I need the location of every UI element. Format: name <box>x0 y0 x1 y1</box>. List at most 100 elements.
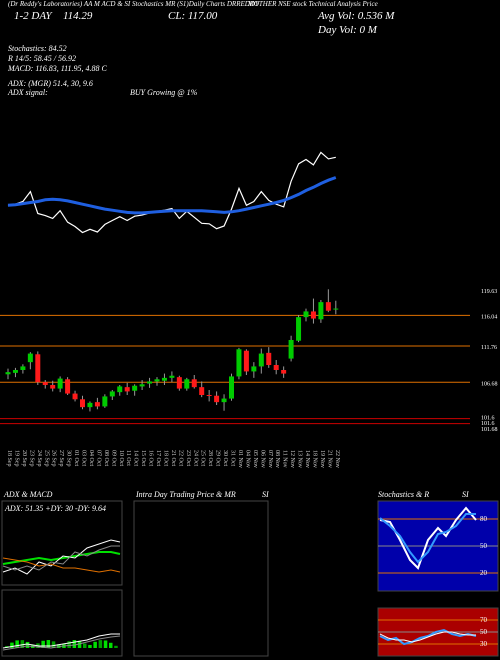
svg-text:20: 20 <box>480 569 488 577</box>
candle-body <box>266 352 272 365</box>
macd-histogram-bar <box>15 640 19 648</box>
intraday-title: Intra Day Trading Price & MR <box>136 490 236 499</box>
adx-macd-title: ADX & MACD <box>4 490 53 499</box>
header-day-vol: Day Vol: 0 M <box>318 24 377 36</box>
date-label: 31 Oct <box>230 450 236 466</box>
candle-body <box>281 370 287 374</box>
mini-panels: ADX: 51.35 +DY: 30 -DY: 9.64 80 50 20 70… <box>1 500 499 657</box>
candle-body <box>176 377 182 389</box>
candle-body <box>117 386 123 393</box>
candle-body <box>50 385 56 389</box>
upper-line-panel <box>7 151 337 234</box>
date-label: 14 Oct <box>133 450 139 466</box>
candle-body <box>42 382 48 385</box>
adx-white-line <box>2 539 121 575</box>
stochastics-line: Stochastics: 84.52 <box>8 44 67 53</box>
candle-body <box>161 377 167 381</box>
date-label: 23 Sep <box>28 450 34 467</box>
rsi-blue-line <box>379 628 477 646</box>
rsi-line: R 14/5: 58.45 / 56.92 <box>8 54 76 63</box>
candle-body <box>258 353 264 367</box>
date-label: 16 Oct <box>148 450 154 466</box>
date-label: 15 Oct <box>140 450 146 466</box>
candle-body <box>296 317 302 341</box>
price-label: 106.68 <box>481 381 498 387</box>
candle-body <box>325 302 331 311</box>
macd-histogram-bar <box>77 640 82 648</box>
candle-body <box>191 379 197 388</box>
date-label: 20 Sep <box>21 450 27 467</box>
date-label: 25 Sep <box>43 450 49 467</box>
adx-orange-line <box>2 557 121 573</box>
date-label: 07 Oct <box>95 450 101 466</box>
svg-text:50: 50 <box>480 542 488 550</box>
candle-body <box>236 349 242 377</box>
macd-histogram-bar <box>98 640 103 648</box>
date-label: 22 Nov <box>334 450 340 468</box>
macd-histogram-bar <box>10 642 14 648</box>
header-top-right: MOTHER NSE stock Technical Analysis Pric… <box>248 0 378 8</box>
candle-body <box>310 311 316 319</box>
date-label: 19 Sep <box>13 450 19 467</box>
candle-body <box>147 381 153 384</box>
candle-body <box>139 384 145 387</box>
adx-panel: ADX: 51.35 +DY: 30 -DY: 9.64 <box>1 500 123 586</box>
svg-text:70: 70 <box>480 616 488 624</box>
moving-average-line <box>7 176 337 215</box>
candle-body <box>288 340 294 359</box>
stoch-panel: 80 50 20 <box>377 500 499 592</box>
header-price-label: 114.29 <box>63 10 93 22</box>
stoch-d-line <box>379 513 476 564</box>
date-label: 05 Nov <box>252 450 258 468</box>
date-label: 18 Nov <box>311 450 317 468</box>
macd-histogram-bar <box>93 641 97 648</box>
macd-signal-line <box>2 635 121 651</box>
macd-line: MACD: 116.83, 111.95, 4.88 C <box>8 64 107 73</box>
candle-body <box>102 396 108 407</box>
price-label: 101.6 <box>481 415 495 421</box>
date-label: 26 Sep <box>51 450 57 467</box>
date-label: 04 Nov <box>244 450 250 468</box>
candle-body <box>72 393 78 400</box>
candle-body <box>214 395 220 403</box>
date-label: 21 Oct <box>170 450 176 466</box>
macd-histogram-bar <box>67 641 71 648</box>
macd-histogram-bar <box>103 640 108 648</box>
date-label: 10 Oct <box>118 450 124 466</box>
date-label: 11 Oct <box>125 450 131 466</box>
adx-green-line <box>2 551 121 565</box>
macd-histogram-bar <box>25 641 30 648</box>
candle-body <box>303 311 309 318</box>
candle-body <box>221 398 227 403</box>
macd-histogram-bar <box>51 641 56 648</box>
date-label: 03 Oct <box>81 450 87 466</box>
candle-body <box>251 366 257 372</box>
date-label: 30 Sep <box>66 450 72 467</box>
candle-body <box>124 387 130 392</box>
date-label: 25 Oct <box>200 450 206 466</box>
date-label: 18 Sep <box>6 450 12 467</box>
adx-gray-line <box>2 545 120 571</box>
intraday-panel <box>133 500 269 657</box>
date-label: 11 Nov <box>282 450 288 468</box>
candle-body <box>35 354 41 383</box>
candle-body <box>12 370 18 373</box>
candle-body <box>184 379 190 389</box>
date-label: 17 Oct <box>155 450 161 466</box>
macd-histogram-bar <box>114 645 118 648</box>
date-label: 13 Nov <box>297 450 303 468</box>
date-label: 27 Sep <box>58 450 64 467</box>
candle-body <box>199 387 205 395</box>
header-top-left: (Dr Reddy's Laboratories) AA M ACD & SI … <box>8 0 259 8</box>
candle-body <box>5 372 11 375</box>
adx-signal-value: BUY Growing @ 1% <box>130 88 198 97</box>
macd-histogram-bar <box>72 640 77 648</box>
date-label: 14 Nov <box>304 450 310 468</box>
candle-body <box>169 375 175 378</box>
macd-line <box>2 633 120 649</box>
date-label: 28 Oct <box>207 450 213 466</box>
candle-body <box>57 378 63 389</box>
price-label: 111.76 <box>481 345 497 351</box>
candle-body <box>65 379 71 394</box>
